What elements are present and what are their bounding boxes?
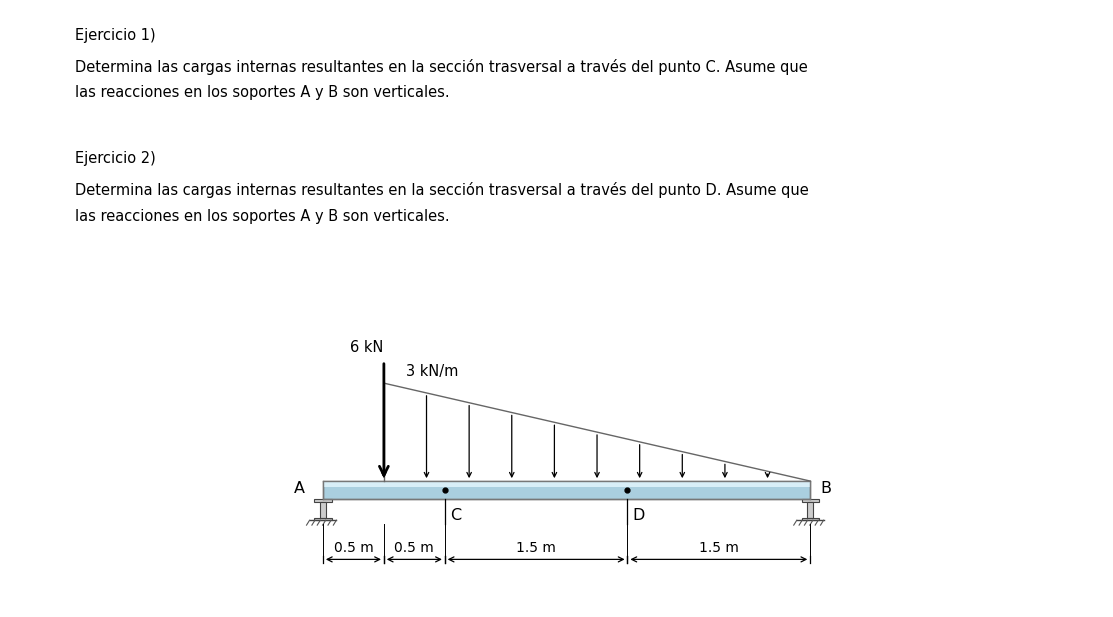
Bar: [321, 502, 326, 518]
Bar: [801, 499, 819, 502]
Text: las reacciones en los soportes A y B son verticales.: las reacciones en los soportes A y B son…: [75, 209, 450, 223]
Text: B: B: [820, 481, 831, 495]
Bar: [801, 518, 819, 520]
Text: 6 kN: 6 kN: [349, 340, 383, 355]
Text: 0.5 m: 0.5 m: [334, 541, 373, 555]
Text: 1.5 m: 1.5 m: [516, 541, 556, 555]
Text: A: A: [294, 481, 305, 495]
Bar: [315, 518, 332, 520]
Bar: [323, 481, 810, 499]
Bar: [323, 481, 810, 487]
Text: Determina las cargas internas resultantes en la sección trasversal a través del : Determina las cargas internas resultante…: [75, 59, 807, 75]
Text: Ejercicio 1): Ejercicio 1): [75, 28, 155, 43]
Text: 1.5 m: 1.5 m: [699, 541, 739, 555]
Text: Ejercicio 2): Ejercicio 2): [75, 151, 156, 166]
Bar: [807, 502, 812, 518]
Text: C: C: [450, 508, 461, 523]
Text: D: D: [632, 508, 644, 523]
Text: Determina las cargas internas resultantes en la sección trasversal a través del : Determina las cargas internas resultante…: [75, 182, 808, 198]
Bar: [315, 499, 332, 502]
Text: 3 kN/m: 3 kN/m: [406, 363, 459, 379]
Text: 0.5 m: 0.5 m: [394, 541, 434, 555]
Text: las reacciones en los soportes A y B son verticales.: las reacciones en los soportes A y B son…: [75, 85, 450, 100]
